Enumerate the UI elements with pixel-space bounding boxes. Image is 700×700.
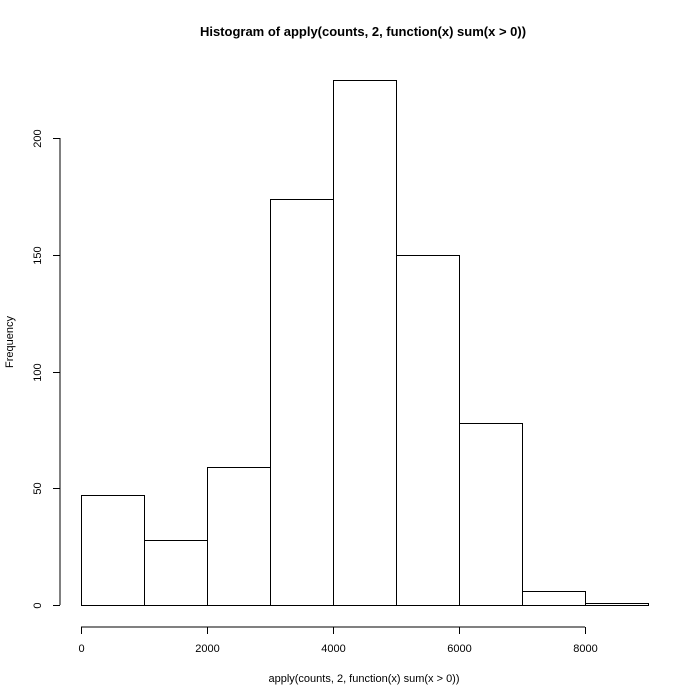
bars-group [81,80,649,606]
chart-title: Histogram of apply(counts, 2, function(x… [200,24,526,39]
x-tick-label-8000: 8000 [573,643,597,655]
y-tick-label-50: 50 [32,482,44,494]
x-axis-label: apply(counts, 2, function(x) sum(x > 0)) [268,673,459,685]
x-tick-label-0: 0 [78,643,84,655]
y-axis-label: Frequency [4,316,16,368]
histogram-bar-8 [522,591,586,606]
y-tick-label-100: 100 [32,363,44,381]
y-axis: 0 50 100 150 200 [32,129,61,609]
x-tick-label-4000: 4000 [321,643,345,655]
y-tick-label-150: 150 [32,246,44,264]
histogram-bar-6 [396,255,460,606]
x-axis: 0 2000 4000 6000 8000 [78,626,598,655]
histogram-bar-9 [585,603,649,606]
histogram-bar-2 [144,540,208,606]
y-tick-label-0: 0 [32,602,44,608]
histogram-bar-1 [81,495,145,606]
histogram-bar-7 [459,423,523,606]
histogram-bar-5 [333,80,397,606]
histogram-bar-3 [207,467,271,606]
x-tick-label-2000: 2000 [195,643,219,655]
histogram-bar-4 [270,199,334,606]
x-tick-label-6000: 6000 [447,643,471,655]
y-tick-label-200: 200 [32,129,44,147]
